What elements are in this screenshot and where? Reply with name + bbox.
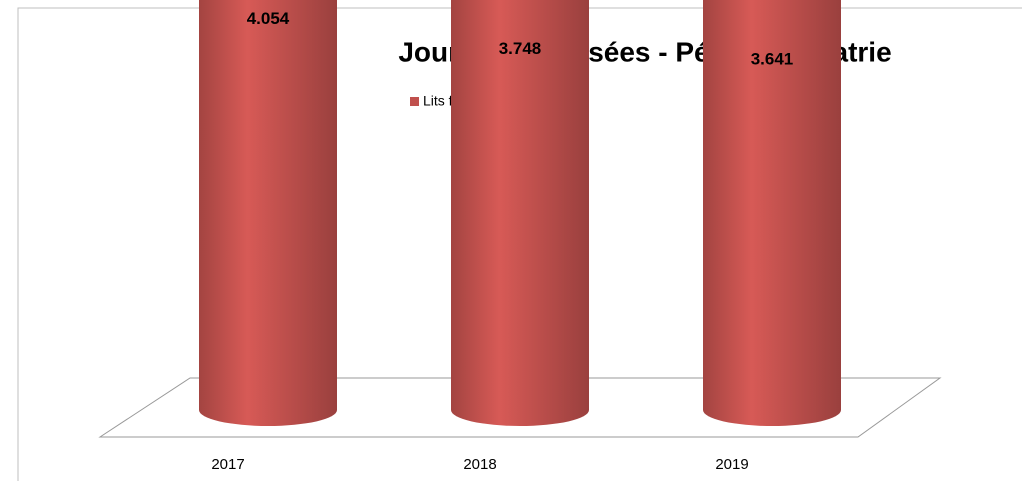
- cylinder-segment: [451, 0, 589, 426]
- legend-swatch: [410, 97, 419, 106]
- cylinder-segment: [199, 0, 337, 426]
- x-tick-label: 2018: [463, 456, 496, 473]
- data-label: 4.054: [247, 9, 290, 28]
- data-label: 3.748: [499, 39, 542, 58]
- cylinder-segment: [703, 0, 841, 426]
- x-tick-label: 2019: [715, 456, 748, 473]
- data-label: 3.641: [751, 50, 794, 69]
- x-tick-label: 2017: [211, 456, 244, 473]
